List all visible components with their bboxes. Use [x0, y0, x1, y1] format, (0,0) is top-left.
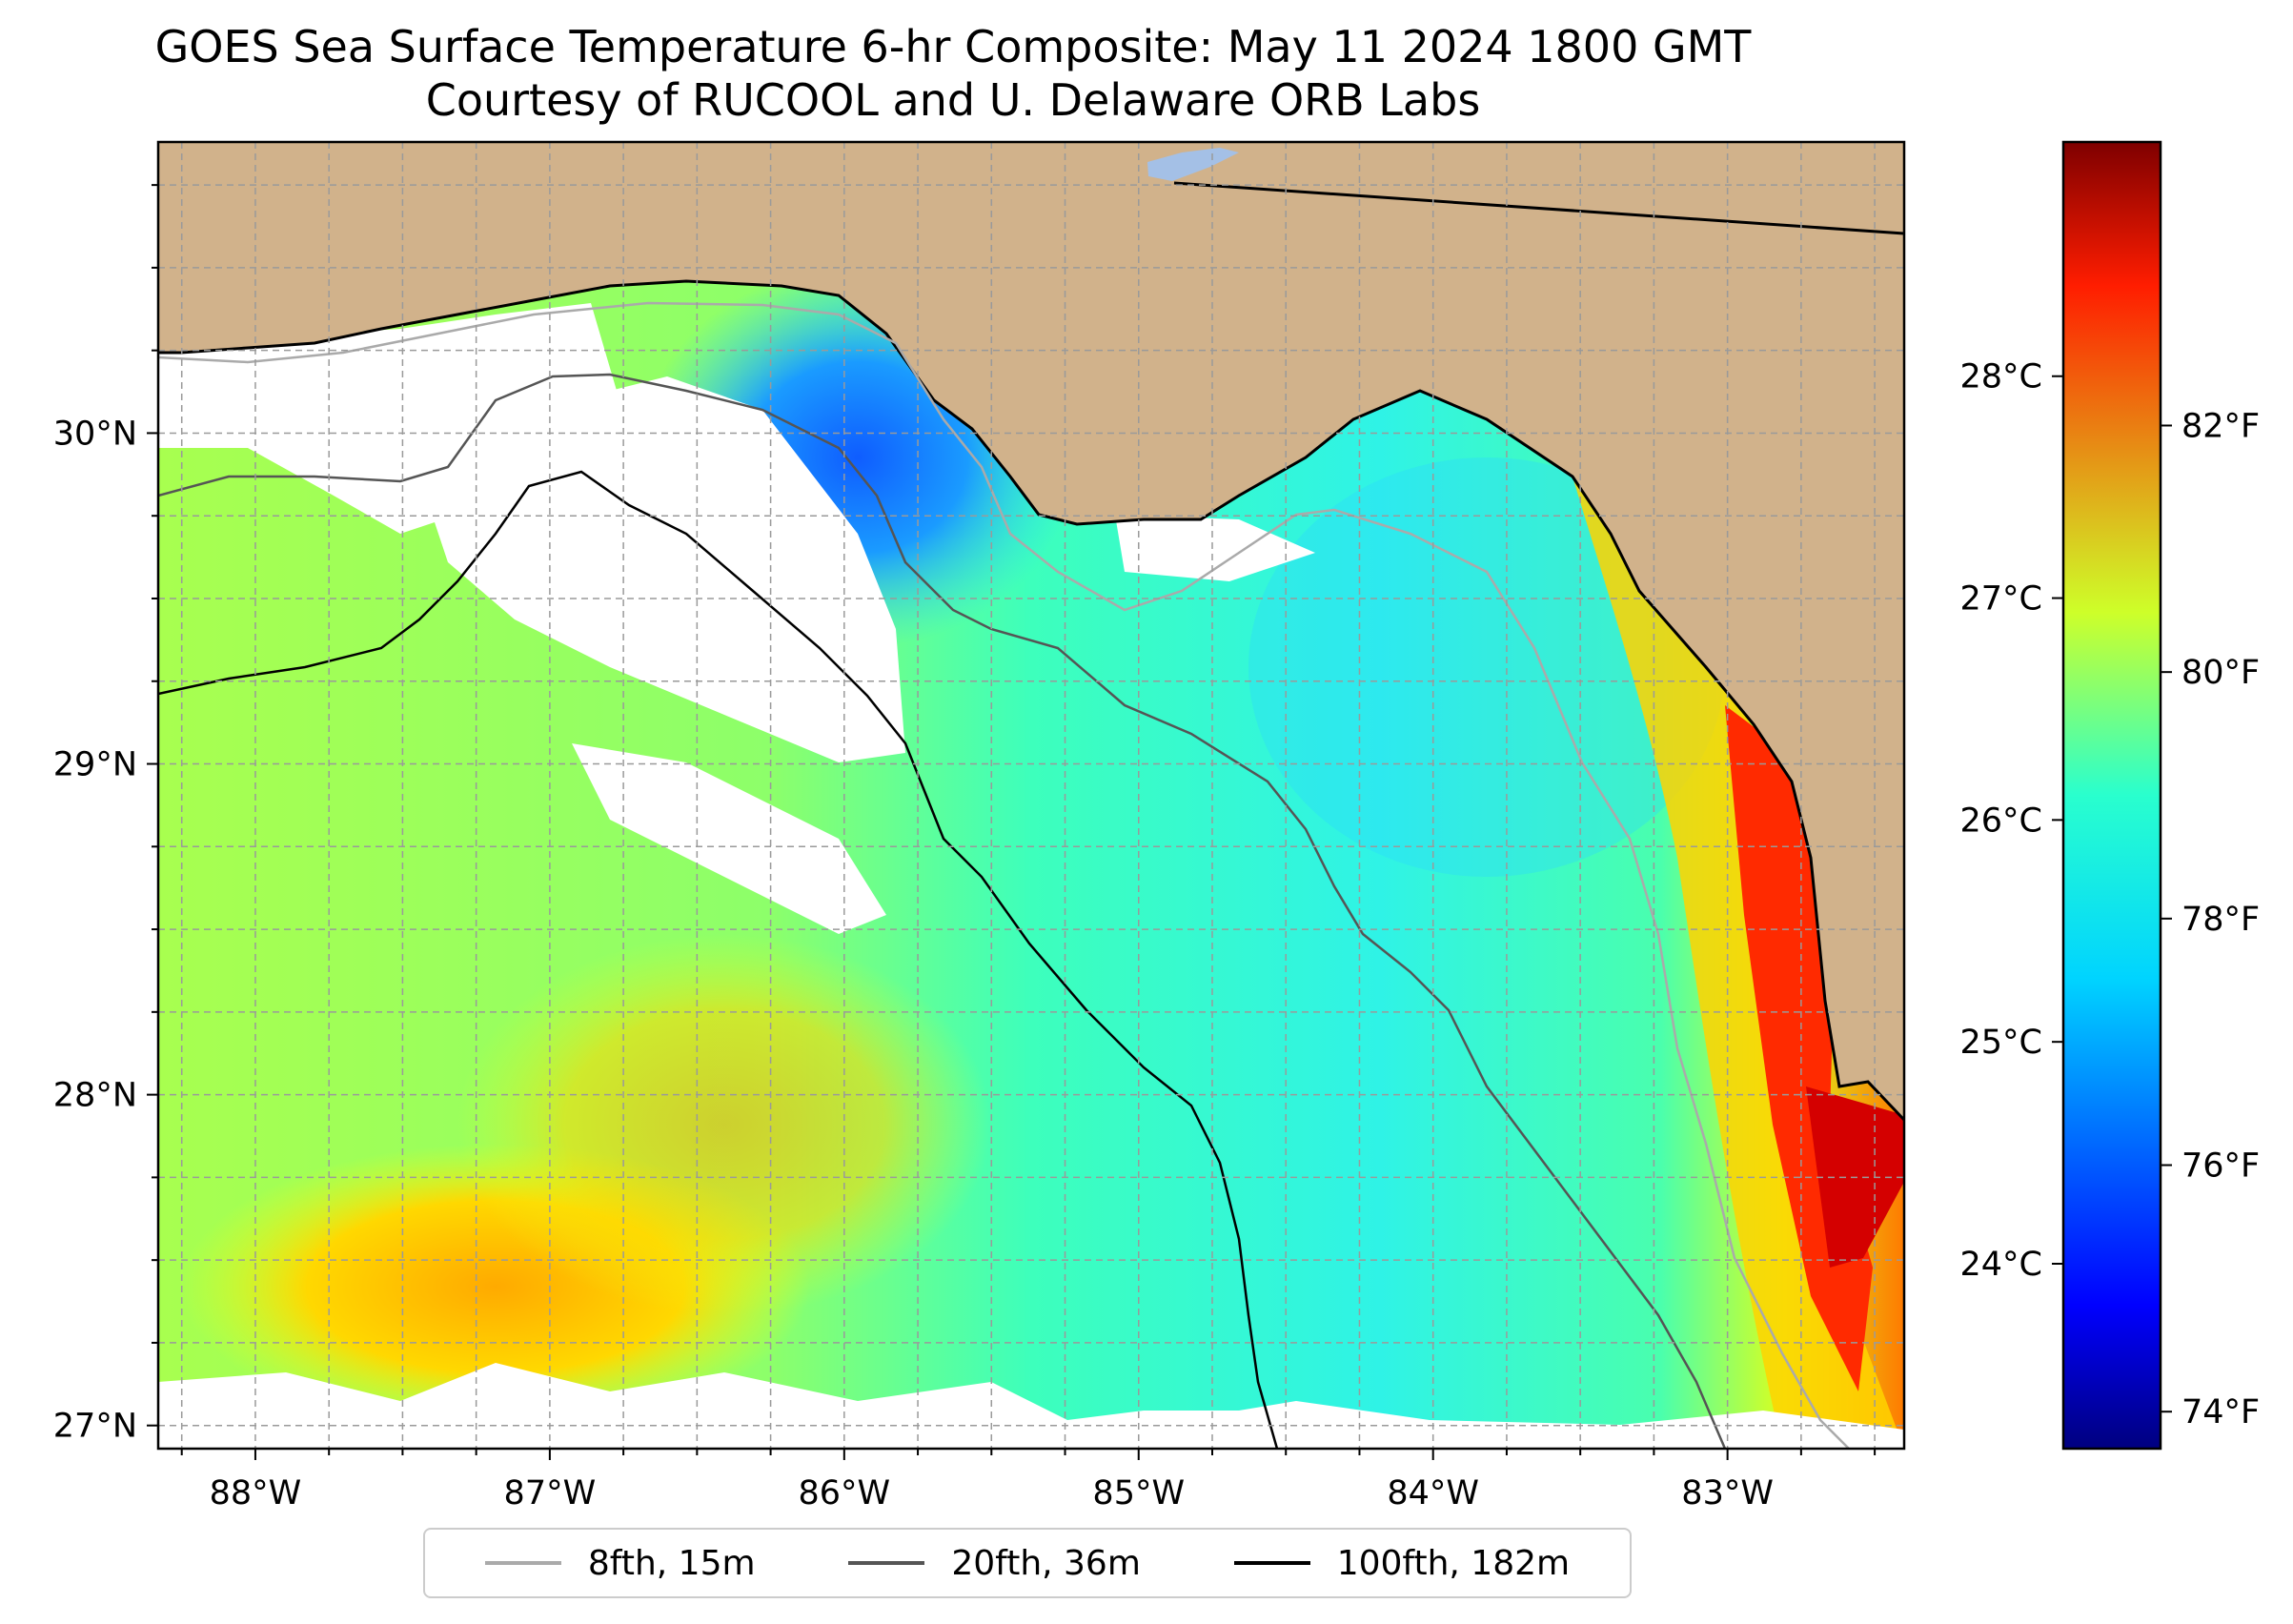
lake-outline — [1147, 148, 1239, 181]
colorbar — [2061, 140, 2162, 1451]
map-frame — [156, 140, 1906, 1451]
warm-pool-south — [457, 934, 991, 1315]
coastline — [158, 279, 1904, 1122]
legend: 8fth, 15m 20fth, 36m 100fth, 182m — [423, 1528, 1632, 1598]
contour-100fth — [158, 470, 1279, 1449]
lat-tick-label: 27°N — [53, 1408, 137, 1446]
land-mass — [158, 142, 1904, 1120]
lat-tick-label: 29°N — [53, 746, 137, 784]
colorbar-label-c: 25°C — [1960, 1024, 2042, 1062]
no-data-offshore-wedge — [419, 376, 905, 762]
lon-tick-label: 83°W — [1681, 1474, 1774, 1512]
colorbar-label-f: 80°F — [2181, 654, 2260, 692]
lon-tick-label: 88°W — [210, 1474, 302, 1512]
lat-tick-label: 28°N — [53, 1077, 137, 1115]
colorbar-ticks: 74°F 76°F 78°F 80°F 82°F 24°C 25°C 26°C 27°C 28°C — [1960, 358, 2261, 1431]
colorbar-label-f: 78°F — [2181, 901, 2260, 939]
state-boundary — [1173, 181, 1904, 235]
legend-item-20fth: 20fth, 36m — [848, 1544, 1141, 1583]
contour-8fth — [158, 301, 1850, 1449]
legend-item-8fth: 8fth, 15m — [484, 1543, 756, 1583]
no-data-south-edge — [158, 1363, 1904, 1449]
axis-labels: 88°W 87°W 86°W 85°W 84°W 83°W 30°N 29°N 28°N 27°N — [53, 415, 1774, 1512]
lon-tick-label: 84°W — [1387, 1474, 1479, 1512]
no-data-patch-central — [572, 743, 886, 934]
colorbar-label-f: 74°F — [2181, 1393, 2260, 1431]
colorbar-label-c: 26°C — [1960, 802, 2042, 840]
contour-20fth — [158, 373, 1727, 1449]
lon-tick-label: 86°W — [798, 1474, 890, 1512]
legend-label-20fth: 20fth, 36m — [951, 1543, 1141, 1583]
colorbar-label-c: 27°C — [1960, 580, 2042, 619]
colorbar-label-c: 28°C — [1960, 358, 2042, 396]
lon-tick-label: 87°W — [504, 1474, 597, 1512]
lon-tick-label: 85°W — [1092, 1474, 1185, 1512]
lat-tick-label: 30°N — [53, 415, 137, 453]
figure-subtitle: Courtesy of RUCOOL and U. Delaware ORB L… — [425, 74, 1481, 126]
legend-line-8fth — [484, 1561, 561, 1565]
minor-ticks — [147, 184, 1877, 1460]
no-data-bay-mouth — [1115, 515, 1315, 581]
legend-line-100fth — [1233, 1561, 1310, 1565]
legend-label-100fth: 100fth, 182m — [1336, 1543, 1571, 1583]
colorbar-label-f: 82°F — [2181, 407, 2260, 445]
legend-item-100fth: 100fth, 182m — [1233, 1543, 1571, 1583]
colorbar-label-f: 76°F — [2181, 1147, 2260, 1186]
figure-title: GOES Sea Surface Temperature 6-hr Compos… — [154, 21, 1752, 72]
legend-label-8fth: 8fth, 15m — [587, 1543, 756, 1583]
colorbar-label-c: 24°C — [1960, 1246, 2042, 1284]
warm-band-florida-coast — [1573, 477, 1904, 1449]
gridlines — [158, 142, 1904, 1449]
legend-line-20fth — [848, 1561, 925, 1565]
